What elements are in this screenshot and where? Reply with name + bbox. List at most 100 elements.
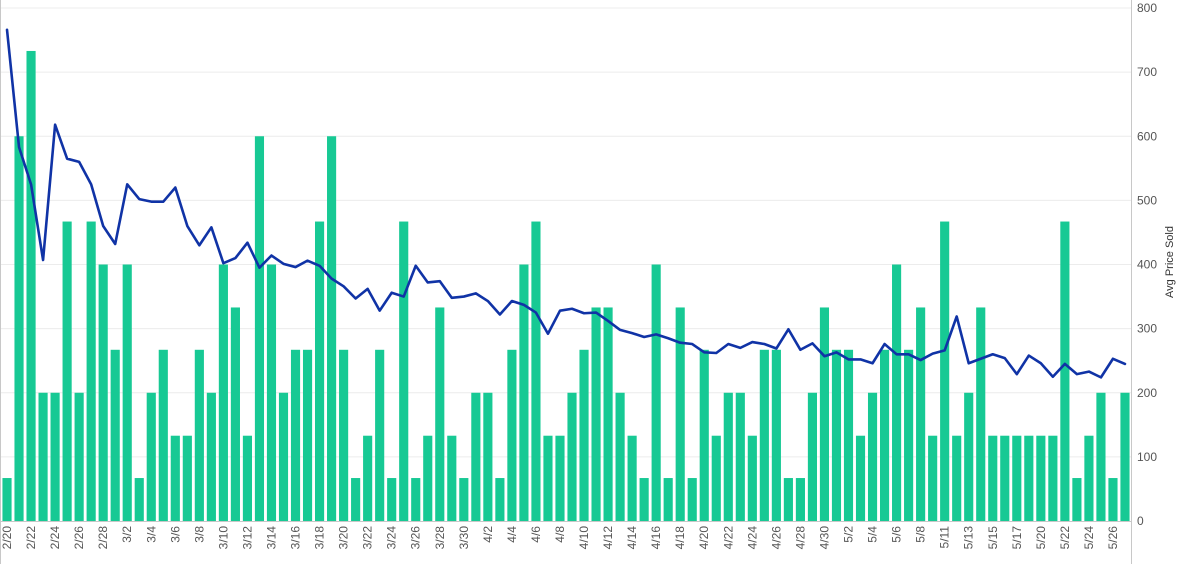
- x-tick-label: 4/20: [697, 526, 711, 550]
- x-tick-label: 3/26: [409, 526, 423, 550]
- bar: [855, 435, 866, 521]
- bar: [471, 392, 481, 521]
- x-tick-label: 5/26: [1106, 526, 1120, 550]
- bar: [483, 392, 493, 521]
- bar: [519, 264, 529, 521]
- x-tick-label: 3/8: [192, 526, 206, 543]
- x-tick-label: 5/22: [1058, 526, 1072, 550]
- line-series: [5, 28, 1127, 379]
- bar: [699, 349, 709, 521]
- x-tick-label: 3/4: [144, 526, 158, 543]
- bar: [904, 349, 914, 521]
- bar: [351, 478, 361, 521]
- x-tick-label: 4/28: [793, 526, 807, 550]
- bar: [14, 136, 24, 521]
- bar: [1048, 435, 1058, 521]
- bar: [339, 349, 349, 521]
- y-tick-label: 400: [1137, 258, 1157, 272]
- axes: [0, 0, 1132, 564]
- x-tick-label: 5/8: [914, 526, 928, 543]
- bar: [122, 264, 132, 521]
- bar: [314, 221, 325, 521]
- x-tick-label: 3/30: [457, 526, 471, 550]
- bar: [651, 264, 661, 521]
- bar: [327, 136, 337, 521]
- x-tick-label: 2/28: [96, 526, 110, 550]
- bar: [843, 349, 854, 521]
- x-tick-label: 4/10: [577, 526, 591, 550]
- bar: [783, 478, 793, 521]
- bar: [387, 478, 397, 521]
- bar: [892, 264, 902, 521]
- x-tick-label: 3/10: [216, 526, 230, 550]
- x-tick-label: 5/17: [1010, 526, 1024, 550]
- bar: [567, 392, 577, 521]
- x-tick-label: 4/24: [745, 526, 759, 550]
- x-tick-label: 3/12: [240, 526, 254, 550]
- bar: [747, 435, 757, 521]
- bar: [218, 264, 228, 521]
- x-tick-label: 3/16: [289, 526, 303, 550]
- bar: [615, 392, 625, 521]
- bar: [1036, 435, 1046, 521]
- x-tick-label: 5/6: [890, 526, 904, 543]
- bar: [507, 349, 517, 521]
- bar: [1000, 435, 1010, 521]
- bar: [50, 392, 60, 521]
- x-tick-label: 3/20: [337, 526, 351, 550]
- bar: [687, 478, 697, 521]
- bar: [194, 349, 204, 521]
- bar: [627, 435, 637, 521]
- grid-lines: [1, 7, 1131, 458]
- bar: [62, 221, 72, 521]
- bar: [807, 392, 818, 521]
- bar: [879, 349, 890, 521]
- bar: [579, 349, 589, 521]
- y-tick-label: 500: [1137, 193, 1157, 207]
- bar: [158, 349, 168, 521]
- bar: [146, 392, 156, 521]
- bar: [2, 478, 12, 521]
- bar: [110, 349, 120, 521]
- bar: [711, 435, 721, 521]
- bar: [1012, 435, 1022, 521]
- bar: [495, 478, 505, 521]
- x-tick-label: 3/6: [168, 526, 182, 543]
- bar: [435, 307, 445, 521]
- bar: [302, 349, 313, 521]
- bar: [928, 435, 938, 521]
- bar: [26, 50, 36, 522]
- x-axis-ticks: 2/20 2/22 2/24 2/26 2/28 3/2 3/4 3/6 3/8 3/10 3/12…: [0, 526, 1120, 550]
- x-tick-label: 4/18: [673, 526, 687, 550]
- bar: [675, 307, 685, 521]
- bar: [771, 349, 781, 521]
- bar: [86, 221, 96, 521]
- x-tick-label: 3/28: [433, 526, 447, 550]
- y-tick-label: 100: [1137, 450, 1157, 464]
- x-tick-label: 2/22: [24, 526, 38, 550]
- bar: [459, 478, 469, 521]
- bar: [363, 435, 373, 521]
- bar: [290, 349, 301, 521]
- bar: [1096, 392, 1106, 521]
- x-tick-label: 4/2: [481, 526, 495, 543]
- x-tick-label: 3/14: [264, 526, 278, 550]
- bar: [399, 221, 409, 521]
- x-tick-label: 4/22: [721, 526, 735, 550]
- bar: [1024, 435, 1034, 521]
- bar: [531, 221, 541, 521]
- x-tick-label: 5/24: [1082, 526, 1096, 550]
- bar: [266, 264, 277, 521]
- x-tick-label: 4/14: [625, 526, 639, 550]
- bar: [1060, 221, 1070, 521]
- bar: [1072, 478, 1082, 521]
- bar: [230, 307, 240, 521]
- x-tick-label: 3/22: [361, 526, 375, 550]
- bar: [134, 478, 144, 521]
- bar: [591, 307, 601, 521]
- avg-price-line: [5, 28, 1127, 379]
- x-tick-label: 4/26: [769, 526, 783, 550]
- bar: [735, 392, 745, 521]
- y-axis-ticks: 0 100 200 300 400 500 600 700 800: [1137, 1, 1157, 528]
